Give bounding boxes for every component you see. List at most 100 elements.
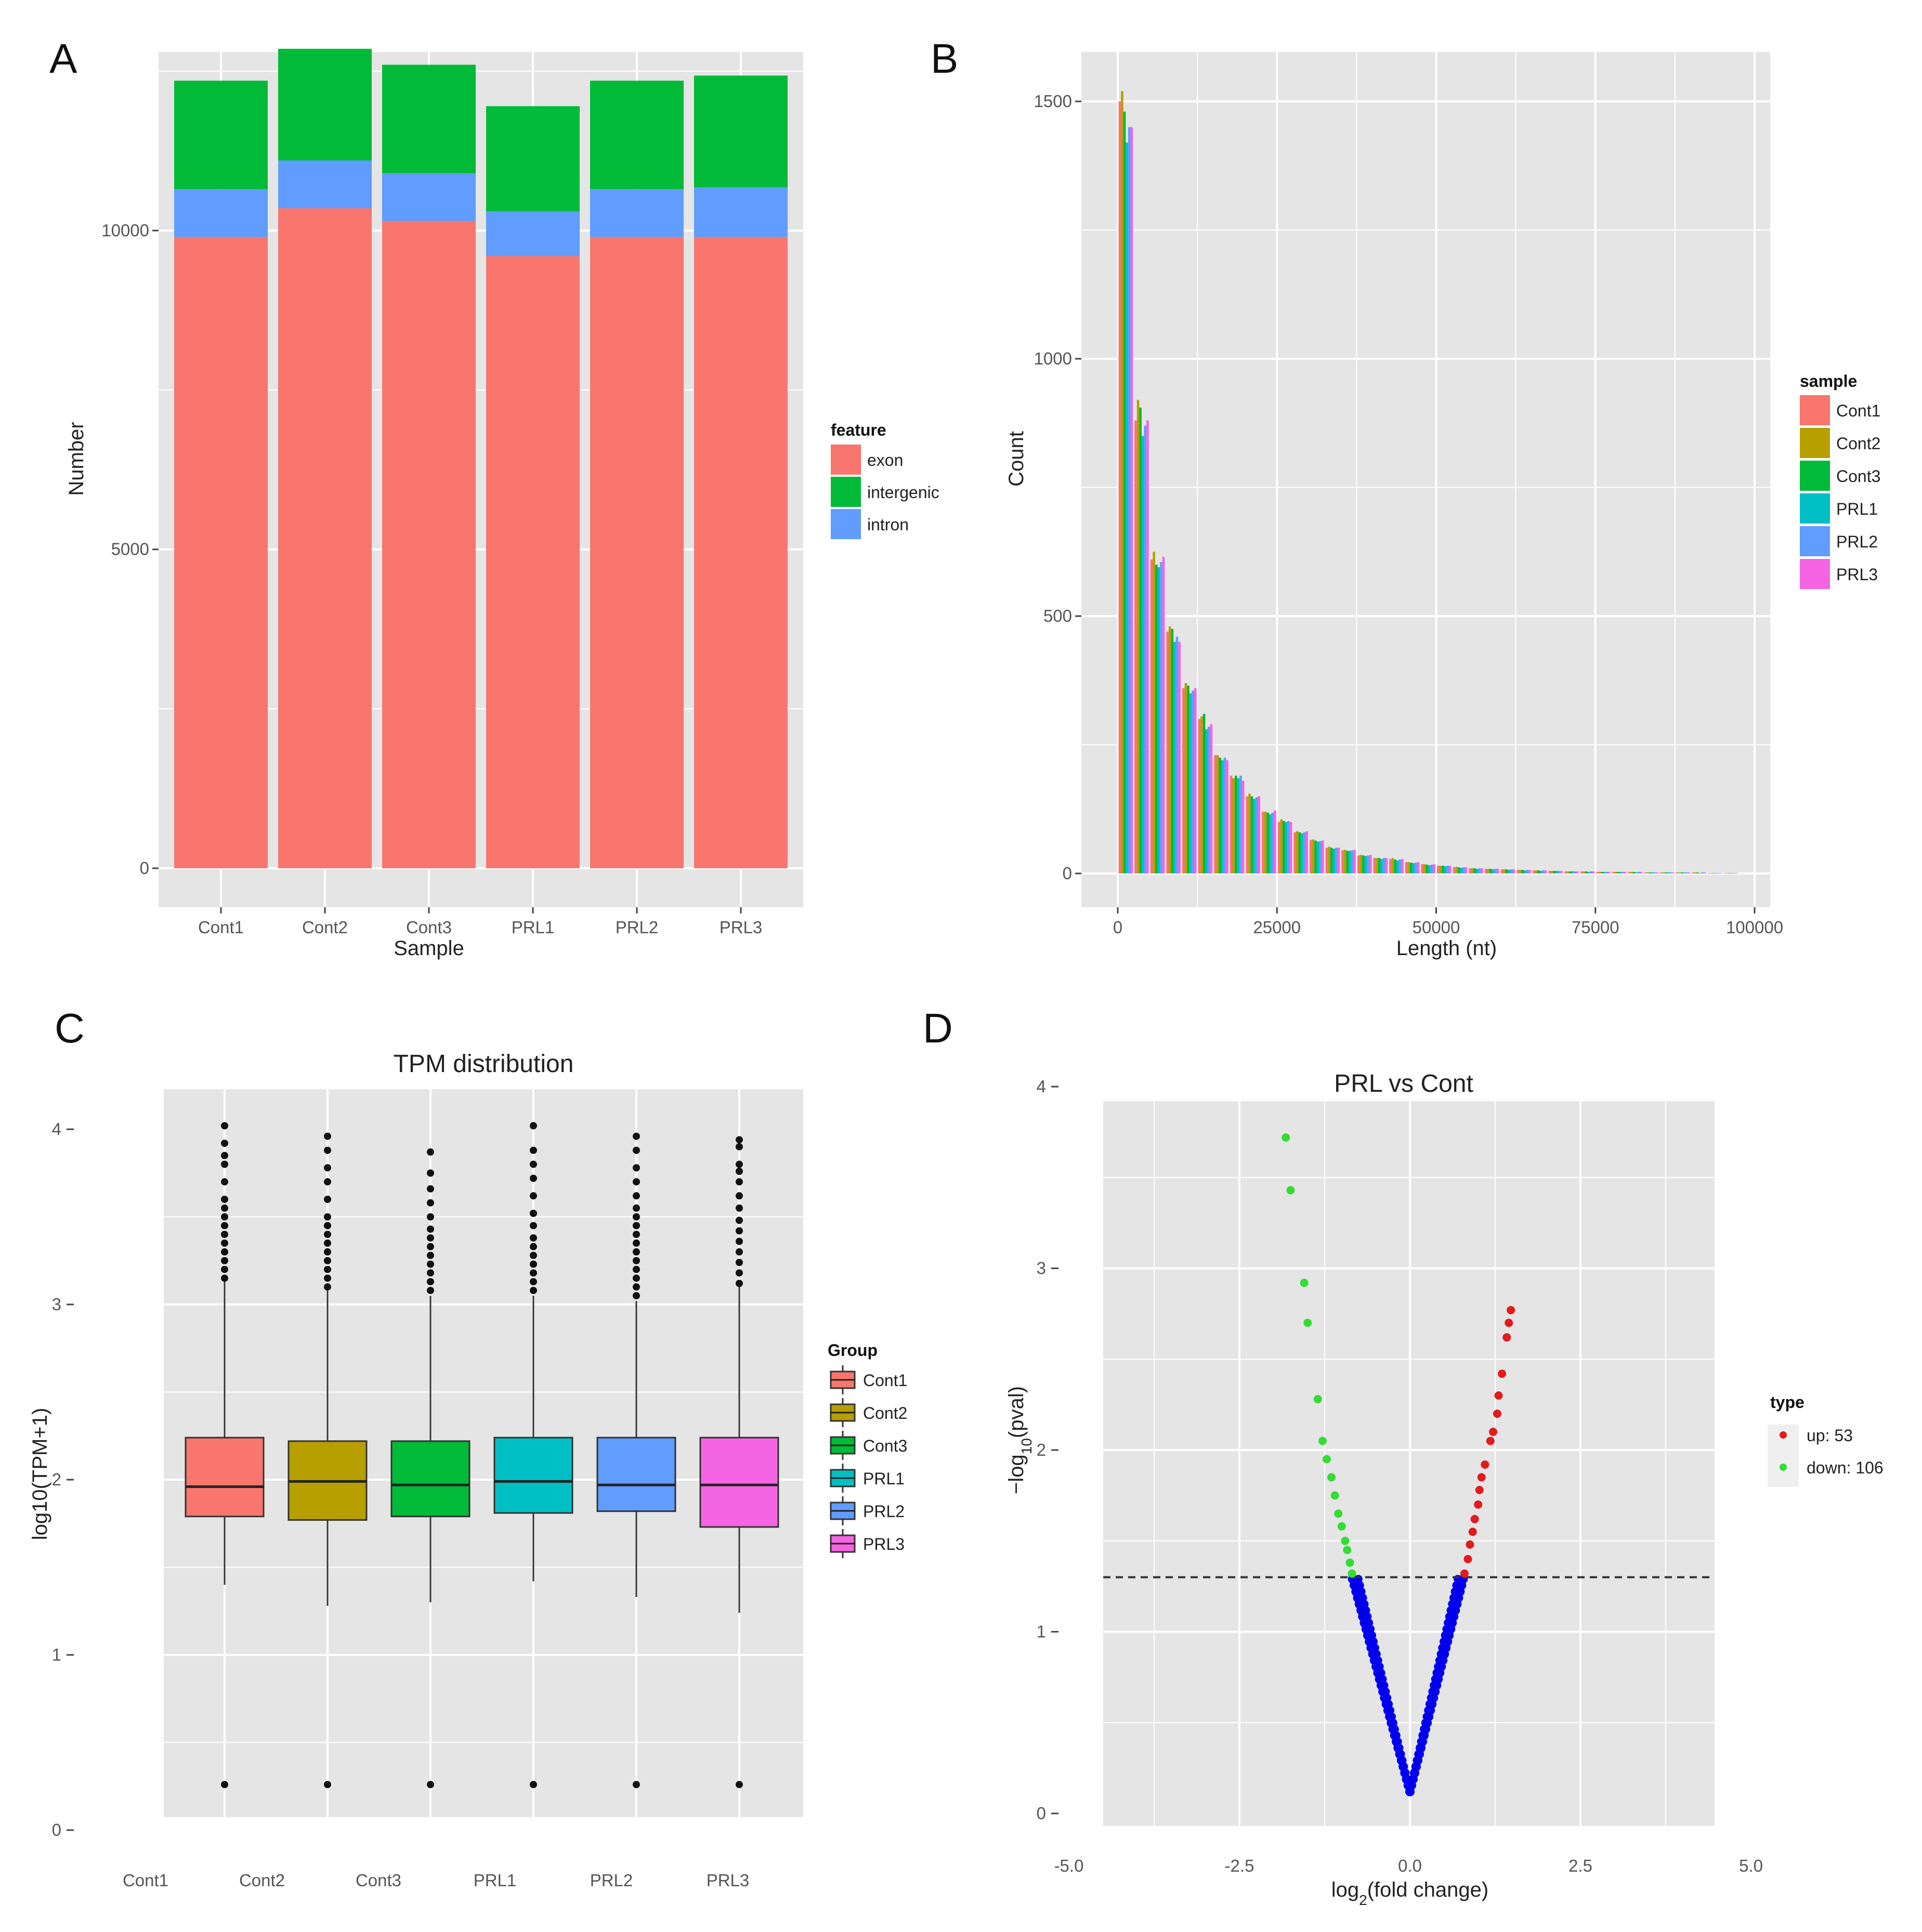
a-legend-key-intron [831,509,861,539]
point-ns-left-inner [1363,1612,1372,1621]
outlier-PRL2 [633,1164,640,1172]
outlier-PRL1 [530,1781,537,1789]
c-legend-label-PRL3: PRL3 [863,1535,905,1554]
bar-PRL1-bin-23750 [1269,814,1272,873]
b-x-tick-label: 75000 [1572,918,1619,937]
c-legend-title: Group [828,1341,878,1360]
outlier-Cont2 [324,1178,331,1186]
outlier-Cont3 [427,1169,434,1177]
bar-PRL1-bin-11250 [1189,693,1192,873]
bar-Cont3-bin-38750 [1362,855,1365,873]
bar-Cont3-bin-58750 [1489,869,1492,873]
outlier-Cont3 [427,1278,434,1286]
bar-Cont3-bin-18750 [1235,775,1237,873]
bar-intron-PRL3 [694,187,788,237]
c-x-tick-label: PRL1 [474,1871,517,1890]
bar-Cont2-bin-1250 [1121,91,1123,874]
bar-Cont3-bin-41250 [1378,858,1381,873]
bar-Cont1-bin-33750 [1325,847,1328,873]
outlier-PRL3 [736,1136,743,1144]
bar-Cont1-bin-13750 [1198,719,1201,873]
bar-PRL1-bin-53750 [1460,868,1463,873]
bar-PRL1-bin-71250 [1571,871,1574,873]
d-y-axis-title-sub: 10 [1018,1438,1035,1454]
point-ns-left-inner [1362,1606,1370,1615]
bar-Cont2-bin-36250 [1343,850,1346,873]
point-ns-right-inner [1449,1594,1458,1602]
bar-Cont3-bin-28750 [1298,832,1301,873]
outlier-PRL2 [633,1248,640,1256]
b-x-tick-label: 50000 [1413,918,1460,937]
bar-Cont1-bin-3750 [1134,420,1137,873]
a-y-tick-label: 5000 [111,540,149,559]
point-ns-left-inner [1354,1575,1363,1584]
c-x-tick-label: Cont3 [356,1871,401,1890]
outlier-Cont2 [324,1146,331,1154]
bar-Cont3-bin-26250 [1282,821,1285,873]
outlier-PRL1 [530,1243,537,1250]
bar-Cont1-bin-53750 [1453,867,1456,873]
outlier-PRL3 [736,1269,743,1277]
bar-Cont2-bin-43750 [1391,858,1394,873]
d-y-tick-label: 4 [1037,1077,1046,1096]
d-x-tick-label: -2.5 [1225,1856,1254,1875]
bar-Cont3-bin-43750 [1394,859,1396,873]
bar-Cont3-bin-33750 [1330,847,1333,873]
a-legend-label-exon: exon [867,451,903,469]
point-up [1466,1540,1474,1549]
bar-PRL2-bin-71250 [1574,871,1576,873]
bar-Cont3-bin-81250 [1632,872,1636,873]
bar-Cont1-bin-66250 [1532,870,1535,873]
bar-PRL3-bin-23750 [1274,811,1276,873]
point-ns-right-inner [1432,1668,1441,1677]
outlier-PRL1 [530,1287,537,1295]
bar-PRL2-bin-46250 [1415,863,1417,873]
outlier-PRL1 [530,1278,537,1286]
point-up [1463,1555,1472,1563]
bar-Cont2-bin-28750 [1296,831,1299,873]
c-x-tick-label: Cont1 [123,1871,168,1890]
bar-PRL3-bin-81250 [1640,872,1643,873]
a-legend-label-intergenic: intergenic [867,483,939,502]
bar-Cont3-bin-6250 [1155,565,1158,873]
bar-PRL2-bin-31250 [1319,841,1322,873]
point-ns-left-inner [1365,1618,1374,1627]
point-down [1343,1546,1352,1555]
bar-Cont1-bin-76250 [1596,872,1599,873]
c-plot-background [164,1089,803,1817]
bar-Cont3-bin-61250 [1505,869,1508,873]
outlier-Cont1 [221,1231,228,1238]
bar-PRL3-bin-68750 [1560,871,1563,873]
point-down [1334,1509,1343,1518]
outlier-Cont1 [221,1239,228,1247]
point-down [1322,1455,1331,1464]
bar-Cont1-bin-28750 [1293,832,1296,873]
bar-PRL3-bin-83750 [1656,872,1658,873]
point-up [1502,1333,1511,1342]
point-ns-right-inner [1448,1600,1457,1609]
bar-Cont1-bin-51250 [1437,866,1440,873]
point-ns-left-inner [1374,1656,1382,1665]
bar-PRL1-bin-81250 [1635,872,1638,873]
b-legend-key-Cont2 [1800,428,1830,458]
bar-PRL1-bin-86250 [1667,872,1670,873]
d-plot-title: PRL vs Cont [1334,1070,1473,1098]
outlier-Cont1 [221,1222,228,1230]
box-Cont3 [390,1440,470,1518]
point-up [1486,1437,1495,1445]
outlier-Cont1 [221,1178,228,1186]
bar-PRL3-bin-6250 [1162,557,1165,873]
outlier-Cont1 [221,1265,228,1273]
bar-PRL2-bin-21250 [1255,797,1258,873]
outlier-PRL3 [736,1259,743,1267]
b-legend-label-PRL2: PRL2 [1836,532,1878,551]
bar-Cont1-bin-8750 [1166,631,1169,873]
b-legend-key-PRL1 [1800,493,1830,524]
bar-PRL1-bin-16250 [1221,760,1224,873]
outlier-PRL3 [736,1204,743,1212]
outlier-Cont3 [427,1260,434,1268]
bar-PRL2-bin-3750 [1144,425,1147,873]
outlier-Cont2 [324,1231,331,1238]
a-legend-key-intergenic [831,477,861,507]
